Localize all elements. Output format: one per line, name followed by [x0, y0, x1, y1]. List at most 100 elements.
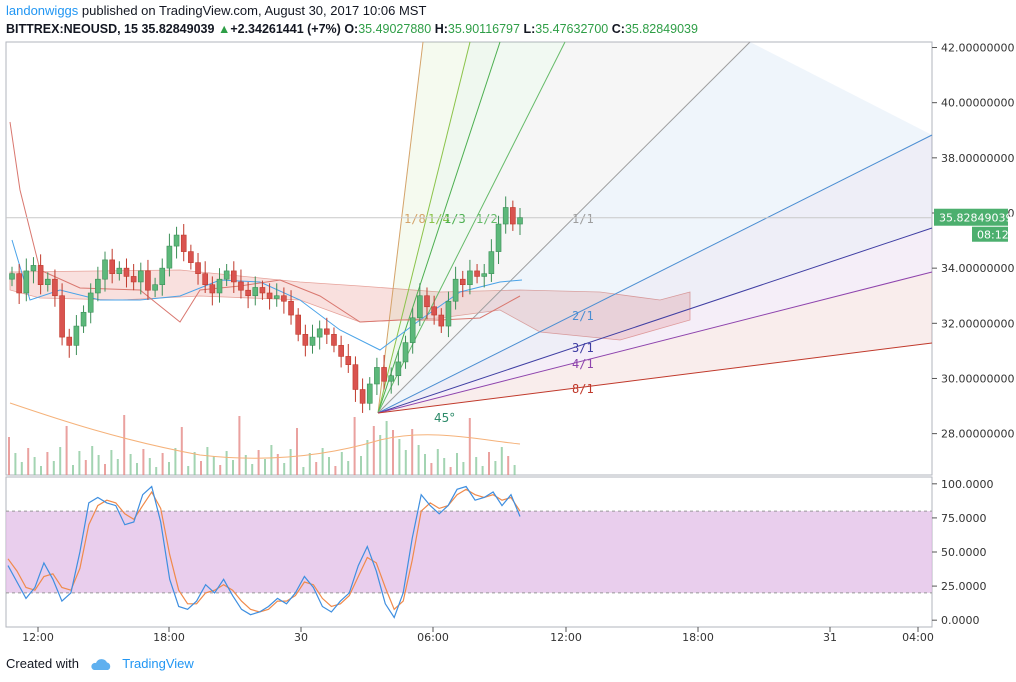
candle-body [209, 284, 216, 294]
gann-fan-label: 1/2 [476, 212, 498, 226]
price-tick-label: 32.00000000 [941, 317, 1014, 330]
volume-bar [232, 460, 234, 475]
volume-bar [404, 450, 407, 475]
volume-bar [20, 462, 23, 475]
candle-body [145, 270, 151, 291]
volume-bar [308, 453, 311, 475]
volume-bar [225, 451, 228, 475]
volume-bar [283, 463, 286, 475]
candle-body [409, 317, 416, 343]
volume-bar [59, 447, 62, 475]
main-pane: 1/8 1/41/3 1/2 1/1 2/1 3/1 4/1 8/1 45° [6, 41, 933, 475]
candle-body [16, 273, 22, 294]
open-value: 35.49027880 [358, 22, 432, 36]
candle-body [481, 273, 488, 277]
volume-bar [238, 416, 241, 475]
gann-fan-label: 4/1 [572, 357, 594, 371]
candle-body [359, 389, 366, 404]
candle-body [30, 265, 37, 272]
price-label-box [934, 208, 1008, 226]
gann-fan-line [377, 41, 424, 414]
volume-bar [123, 415, 126, 475]
gann-fan-line [377, 41, 751, 414]
gann-fan-zone [378, 42, 932, 413]
price-tick-label: 30.00000000 [941, 372, 1014, 385]
candle-body [502, 207, 509, 225]
candle-body [137, 270, 144, 283]
gann-fan-line [377, 227, 933, 414]
volume-bar [353, 417, 356, 475]
volume-bar [97, 455, 100, 475]
footer: Created with TradingView [6, 656, 194, 672]
candle-body [252, 287, 259, 297]
volume-bar [14, 453, 17, 475]
volume-bar [270, 445, 273, 475]
volume-bar [65, 426, 68, 475]
volume-bar [193, 452, 196, 475]
volume-bar [430, 463, 433, 475]
candle-body [295, 314, 301, 335]
price-tick-label: 42.00000000 [941, 42, 1014, 55]
volume-bar [379, 435, 382, 475]
author-link[interactable]: landonwiggs [6, 3, 79, 18]
volume-bar [436, 449, 439, 475]
candle-body [238, 281, 244, 291]
time-tick-label: 30 [294, 631, 308, 644]
candle-body [467, 270, 473, 286]
gann-fan-line [377, 342, 933, 414]
time-tick-label: 18:00 [153, 631, 185, 644]
volume-bar [110, 450, 113, 475]
time-tick-label: 06:00 [417, 631, 449, 644]
tradingview-link[interactable]: TradingView [122, 656, 194, 671]
candle-body [23, 270, 30, 294]
candle-body [495, 223, 502, 252]
candle-body [309, 336, 316, 346]
candle-body [87, 292, 94, 313]
gann-fan-line [377, 134, 933, 414]
volume-bar [84, 460, 87, 475]
volume-bar [91, 446, 94, 475]
candle-body [281, 295, 287, 302]
price-tick-label: 38.00000000 [941, 152, 1014, 165]
price-tick-label: 34.00000000 [941, 262, 1014, 275]
axes: 42.0000000040.0000000038.0000000036.0000… [22, 42, 1014, 644]
volume-bar [200, 461, 202, 475]
candle-body [324, 328, 330, 335]
volume-bar [116, 459, 119, 475]
gann-fan-label: 1/4 [428, 212, 450, 226]
candle-body [188, 251, 194, 263]
volume-bar [513, 465, 516, 475]
stoch-k-line [7, 485, 521, 619]
time-tick-label: 12:00 [550, 631, 582, 644]
candle-body [402, 342, 409, 363]
volume-bar [289, 449, 292, 475]
volume-bar [468, 418, 471, 475]
stoch-d-line [7, 488, 521, 613]
gann-fan-label: 3/1 [572, 341, 594, 355]
publish-info: landonwiggs published on TradingView.com… [6, 3, 426, 19]
volume-bar [347, 461, 350, 475]
candle-body [488, 251, 495, 274]
close-label: C: [611, 22, 625, 36]
volume-bar [72, 465, 74, 475]
gann-fan-label: 1/8 [404, 212, 426, 226]
candle-body [109, 259, 115, 274]
candle-body [445, 300, 452, 327]
volume-bar [251, 464, 254, 475]
gann-fan-line [377, 271, 933, 414]
gann-fan-line [377, 41, 471, 414]
symbol-name[interactable]: BITTREX:NEOUSD, 15 [6, 22, 138, 36]
current-price-label: 35.82849039 [939, 212, 1012, 225]
candle-body [266, 292, 273, 299]
candle-body [173, 234, 180, 247]
volume-bar [40, 466, 42, 475]
volume-bar [456, 453, 458, 475]
stochastic-pane [6, 485, 932, 619]
high-label: H: [434, 22, 448, 36]
candle-body [345, 356, 352, 365]
candle-body [366, 383, 373, 404]
volume-bar [424, 454, 426, 475]
candle-body [438, 314, 445, 327]
countdown-box [972, 226, 1008, 242]
gann-fan-line [377, 41, 566, 414]
